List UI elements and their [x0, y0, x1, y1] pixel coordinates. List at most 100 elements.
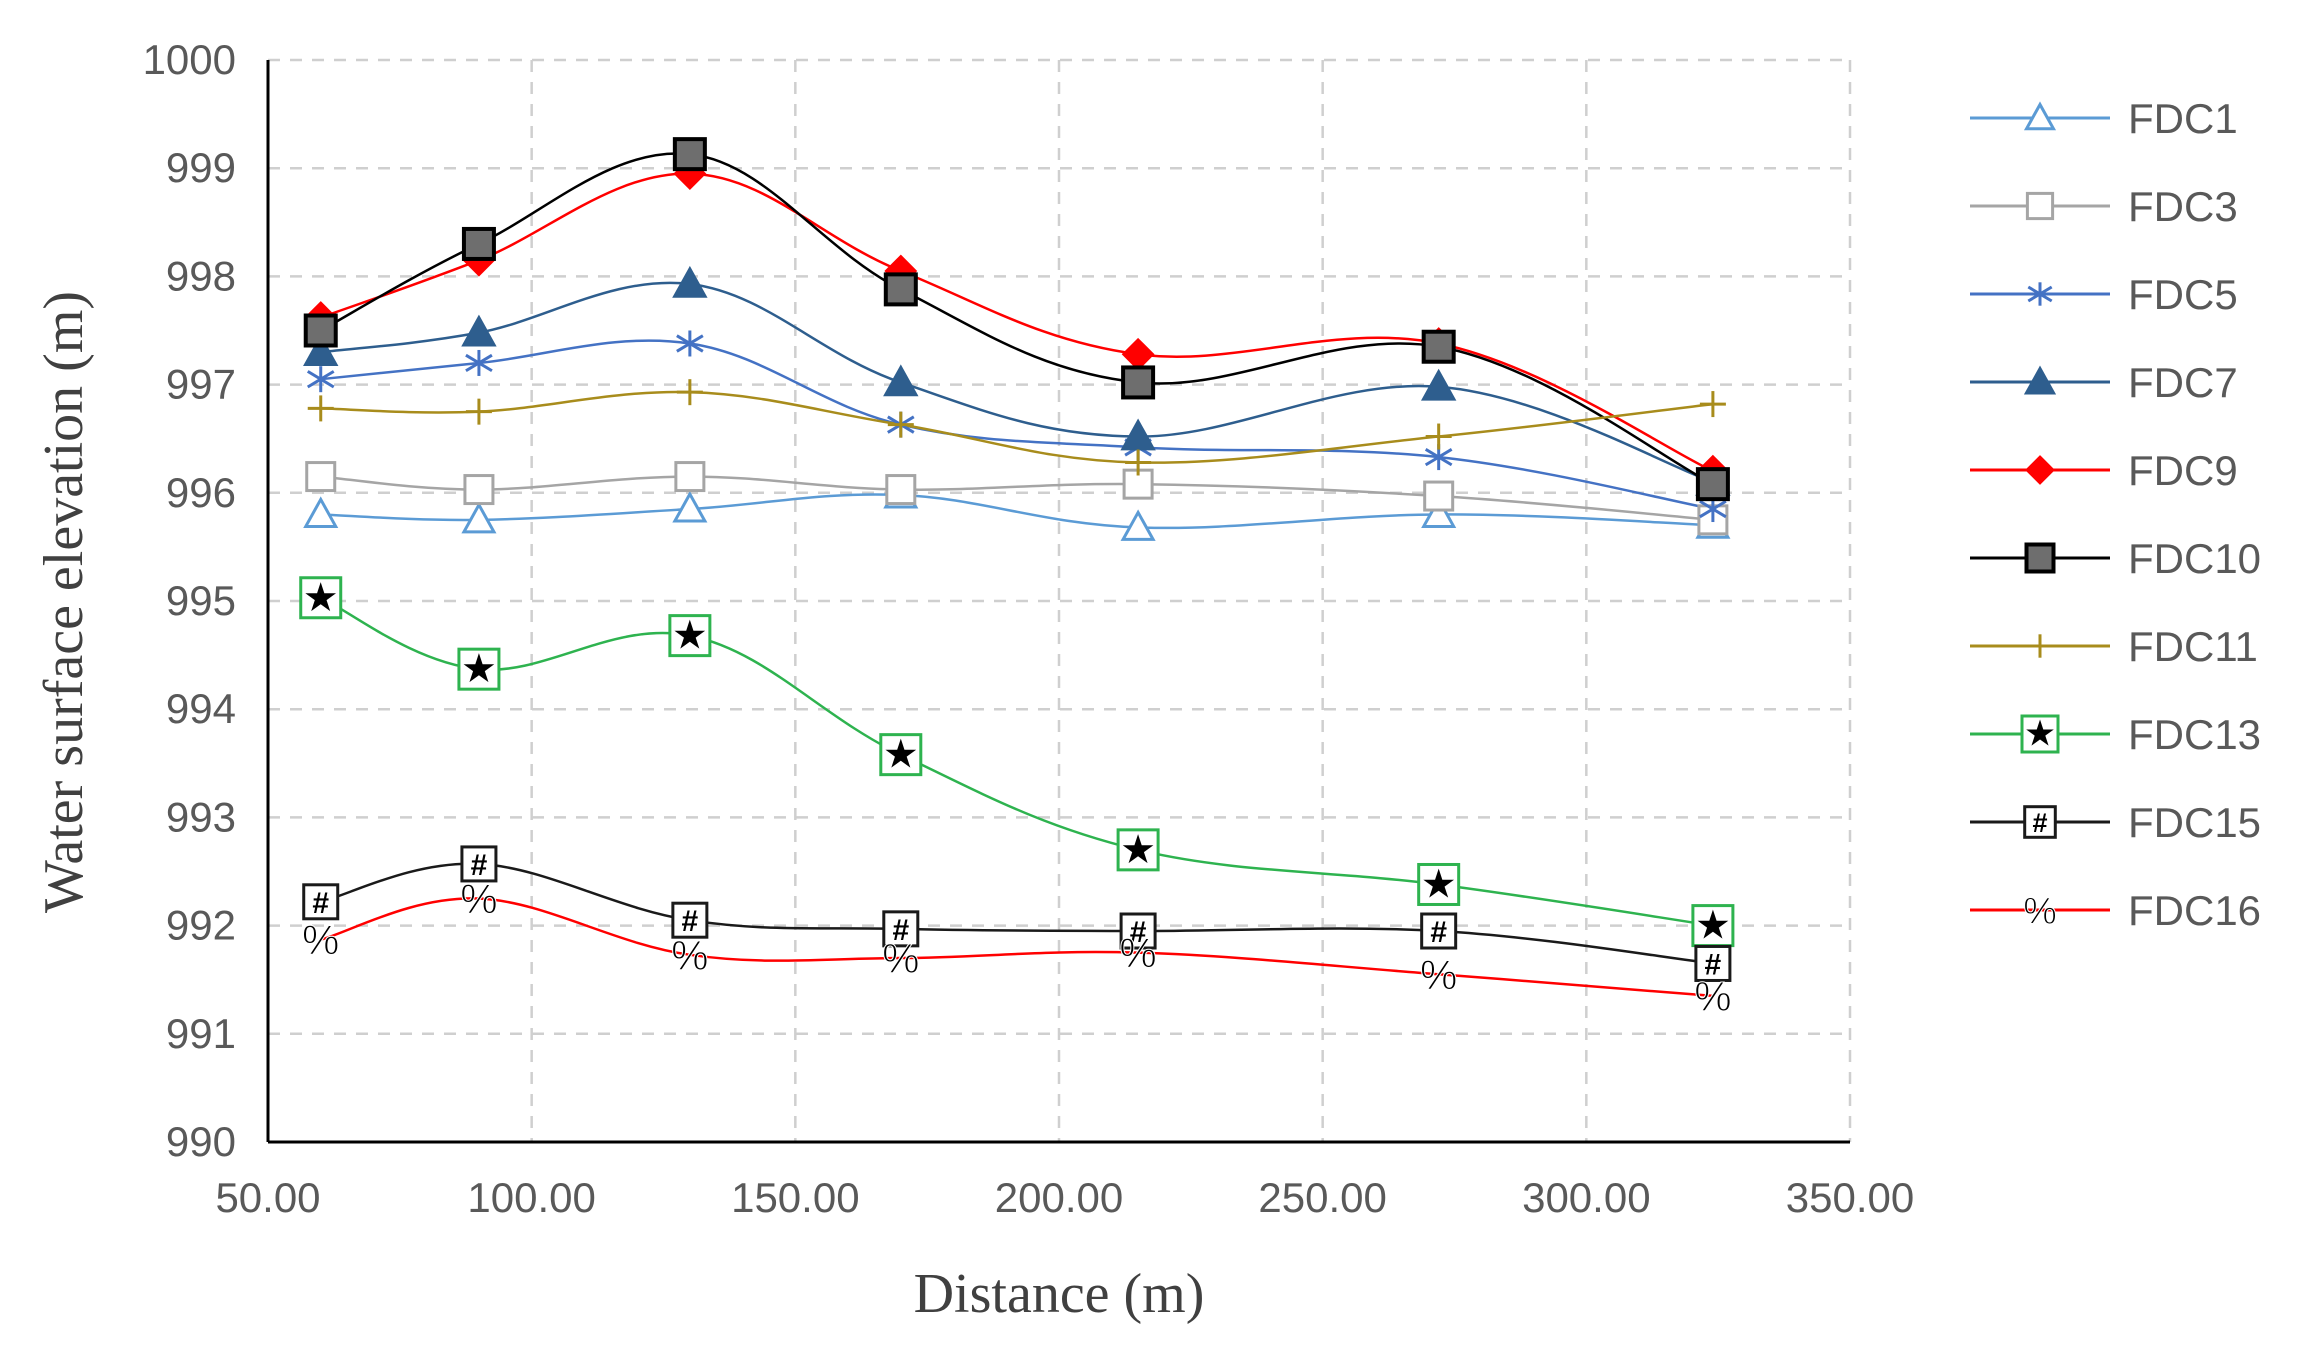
marker-fdc11: [2028, 634, 2052, 658]
x-tick-label: 100.00: [467, 1174, 595, 1221]
marker-fdc13-glyph: ★: [461, 647, 497, 691]
marker-fdc7: [1120, 418, 1156, 451]
legend-item-fdc3: FDC3: [1970, 183, 2238, 230]
marker-fdc3: [463, 474, 495, 506]
marker-fdc13-glyph: ★: [1120, 828, 1156, 872]
series-line-fdc16: [320, 897, 1713, 998]
legend-item-fdc11: FDC11: [1970, 623, 2258, 670]
marker-fdc1: [672, 490, 708, 523]
y-tick-label: 991: [166, 1010, 236, 1057]
marker-fdc16-glyph: %: [302, 917, 339, 964]
legend-item-fdc15: # FDC15: [1970, 799, 2261, 846]
marker-fdc15-glyph: #: [892, 914, 909, 947]
marker-fdc13-glyph: ★: [2024, 713, 2056, 754]
marker-fdc13-glyph: ★: [672, 614, 708, 658]
marker-fdc15-glyph: #: [1705, 948, 1722, 981]
series-line-fdc13: [320, 596, 1714, 927]
marker-fdc15-glyph: #: [312, 887, 329, 920]
marker-fdc16-glyph: %: [2023, 891, 2057, 933]
marker-fdc1: [1421, 496, 1457, 528]
x-tick-label: 50.00: [215, 1174, 320, 1221]
series-line-fdc11: [320, 390, 1714, 464]
asterisk-stroke: [306, 370, 335, 389]
marker-fdc10: [461, 226, 496, 261]
y-tick-label: 993: [166, 793, 236, 840]
marker-fdc13-glyph: ★: [303, 576, 339, 620]
marker-fdc11: [465, 398, 492, 425]
marker-fdc13: [2020, 714, 2060, 754]
asterisk-stroke: [676, 334, 704, 353]
legend-item-fdc1: FDC1: [1970, 95, 2238, 142]
marker-fdc3: [1423, 480, 1455, 512]
marker-fdc15-glyph: #: [471, 849, 488, 882]
legend-item-fdc16: % FDC16: [1970, 887, 2261, 934]
y-tick-label: 997: [166, 361, 236, 408]
tick-labels: 990 991 992 993 994 995 996 997 998 999 1000 50.00 1…: [143, 36, 1915, 1221]
marker-fdc10: [303, 313, 338, 348]
marker-fdc10: [1121, 365, 1156, 400]
marker-fdc15-glyph: #: [1430, 916, 1447, 949]
legend-label: FDC13: [2128, 711, 2261, 758]
marker-fdc7: [1420, 368, 1457, 401]
legend-item-fdc13: ★ FDC13: [1970, 711, 2261, 758]
marker-fdc11: [1125, 449, 1152, 476]
legend-label: FDC9: [2128, 447, 2238, 494]
marker-fdc3: [674, 461, 706, 493]
marker-fdc15: [1119, 912, 1157, 950]
legend-label: FDC15: [2128, 799, 2261, 846]
marker-fdc16-glyph: %: [671, 932, 708, 979]
series-line-fdc7: [320, 281, 1714, 484]
marker-fdc5: [2027, 282, 2053, 306]
legend: FDC1 FDC3 FDC5 FDC7 FDC9 FDC10 FDC11 ★ FDC13 # FDC…: [1970, 95, 2261, 934]
series-line-fdc3: [320, 475, 1713, 522]
marker-fdc15: [882, 910, 920, 948]
legend-label: FDC16: [2128, 887, 2261, 934]
legend-item-fdc10: FDC10: [1970, 535, 2261, 582]
marker-fdc13: [1116, 828, 1160, 872]
marker-fdc16-glyph: %: [1694, 973, 1731, 1020]
x-tick-label: 200.00: [995, 1174, 1123, 1221]
marker-fdc3: [305, 461, 337, 493]
marker-fdc13-glyph: ★: [1421, 862, 1457, 906]
marker-fdc10: [2024, 542, 2056, 574]
grid: [268, 58, 1852, 1142]
marker-fdc3: [2025, 191, 2055, 221]
y-tick-label: 995: [166, 577, 236, 624]
x-tick-label: 150.00: [731, 1174, 859, 1221]
series-line-fdc15: [320, 862, 1714, 965]
marker-fdc10: [672, 137, 707, 172]
marker-fdc15: [671, 901, 709, 939]
marker-fdc9: [1121, 337, 1155, 371]
marker-fdc1: [461, 501, 497, 534]
marker-fdc15: [2023, 805, 2057, 839]
y-tick-label: 996: [166, 469, 236, 516]
marker-fdc7: [461, 314, 497, 347]
legend-label: FDC7: [2128, 359, 2238, 406]
marker-fdc3: [885, 474, 917, 506]
legend-label: FDC3: [2128, 183, 2238, 230]
marker-fdc13: [879, 733, 923, 777]
marker-fdc7: [672, 265, 708, 298]
y-tick-label: 998: [166, 252, 236, 299]
marker-fdc1: [1120, 509, 1156, 541]
y-tick-label: 992: [166, 902, 236, 949]
marker-fdc16-glyph: %: [1119, 930, 1156, 977]
marker-fdc5: [306, 366, 335, 393]
marker-fdc16-glyph: %: [1420, 951, 1457, 998]
marker-fdc15-glyph: #: [682, 905, 699, 938]
series-line-fdc1: [320, 493, 1713, 530]
marker-fdc11: [307, 395, 334, 422]
series: [320, 152, 1714, 998]
marker-fdc11: [1425, 423, 1452, 450]
x-tick-label: 250.00: [1258, 1174, 1386, 1221]
marker-fdc16-glyph: %: [882, 935, 919, 982]
asterisk-stroke: [465, 353, 493, 373]
marker-fdc3: [1122, 468, 1154, 500]
y-tick-label: 990: [166, 1118, 236, 1165]
marker-fdc7: [2023, 365, 2057, 395]
marker-fdc15-glyph: #: [2032, 808, 2047, 838]
y-tick-label: 999: [166, 144, 236, 191]
legend-item-fdc7: FDC7: [1970, 359, 2238, 406]
x-tick-label: 300.00: [1522, 1174, 1650, 1221]
y-axis-title: Water surface elevation (m): [33, 291, 95, 913]
